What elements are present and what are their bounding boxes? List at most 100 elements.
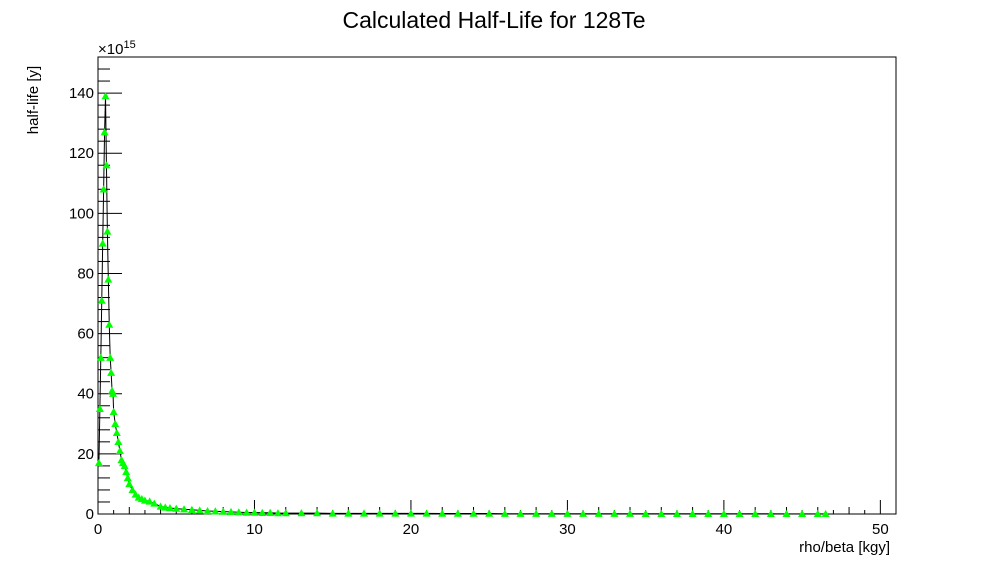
- y-tick-label: 80: [77, 265, 94, 282]
- data-point: [375, 509, 384, 517]
- data-point: [328, 509, 337, 517]
- data-point: [406, 509, 415, 517]
- data-point: [103, 227, 112, 235]
- data-point: [102, 161, 111, 169]
- data-point: [96, 353, 105, 361]
- data-point: [766, 509, 775, 517]
- data-point: [344, 509, 353, 517]
- data-point: [281, 509, 290, 517]
- data-point: [516, 509, 525, 517]
- data-point: [211, 507, 220, 515]
- y-tick-label: 0: [86, 506, 94, 523]
- data-point: [297, 509, 306, 517]
- data-point: [250, 508, 259, 516]
- data-point: [532, 509, 541, 517]
- data-point: [688, 509, 697, 517]
- data-point: [156, 502, 165, 510]
- data-point: [821, 509, 830, 518]
- data-point: [94, 458, 103, 467]
- data-point: [105, 320, 114, 328]
- data-point: [242, 508, 251, 516]
- data-point: [594, 509, 603, 517]
- data-point: [266, 508, 275, 516]
- data-point: [813, 509, 822, 518]
- data-series: [94, 92, 830, 518]
- data-point: [106, 353, 115, 361]
- x-tick-label: 0: [94, 521, 102, 538]
- data-point: [422, 509, 431, 517]
- data-point: [782, 509, 791, 518]
- data-point: [485, 509, 494, 517]
- data-point: [150, 499, 159, 507]
- x-tick-label: 10: [246, 521, 263, 538]
- data-point: [438, 509, 447, 517]
- data-point: [453, 509, 462, 517]
- data-point: [273, 509, 282, 517]
- data-point: [109, 389, 118, 397]
- data-point: [107, 368, 116, 376]
- data-point: [112, 428, 121, 437]
- data-point: [95, 404, 104, 412]
- data-point: [469, 509, 478, 517]
- data-point: [128, 485, 137, 494]
- data-point: [735, 509, 744, 517]
- data-point: [98, 239, 107, 247]
- x-axis-label: rho/beta [kgy]: [799, 539, 890, 556]
- data-point: [122, 467, 131, 476]
- data-point: [500, 509, 509, 517]
- data-point: [115, 446, 124, 455]
- x-tick-label: 30: [559, 521, 576, 538]
- data-point: [145, 497, 154, 505]
- data-point: [111, 419, 120, 428]
- y-axis-label: half-life [y]: [25, 66, 42, 134]
- x-tick-label: 50: [872, 521, 889, 538]
- y-tick-label: 40: [77, 386, 94, 403]
- data-point: [123, 473, 132, 482]
- data-point: [751, 509, 760, 517]
- data-point: [258, 508, 267, 516]
- data-point: [99, 185, 108, 193]
- data-point: [391, 509, 400, 517]
- data-point: [104, 275, 113, 283]
- data-point: [219, 507, 228, 515]
- data-point: [641, 509, 650, 517]
- data-point: [798, 509, 807, 518]
- y-tick-label: 120: [69, 145, 94, 162]
- data-point: [313, 509, 322, 517]
- x-tick-label: 20: [403, 521, 420, 538]
- data-point: [125, 479, 134, 488]
- y-tick-label: 20: [77, 446, 94, 463]
- data-point: [563, 509, 572, 517]
- data-point: [626, 509, 634, 517]
- data-point: [114, 437, 123, 446]
- data-point: [172, 504, 181, 512]
- y-tick-label: 60: [77, 326, 94, 343]
- y-multiplier-label: ×1015: [98, 39, 136, 58]
- y-tick-label: 140: [69, 85, 94, 102]
- data-point: [120, 461, 129, 470]
- x-tick-label: 40: [716, 521, 733, 538]
- data-point: [97, 296, 106, 304]
- data-point: [180, 505, 189, 513]
- data-point: [195, 506, 204, 514]
- data-point: [100, 128, 109, 136]
- data-point: [101, 92, 110, 100]
- data-point: [704, 509, 713, 517]
- data-point: [547, 509, 556, 517]
- data-point: [657, 509, 666, 517]
- data-point: [227, 507, 235, 516]
- tick-labels: 0 10 20 30 40 50 0 20 40 60 80 100 120 140: [69, 85, 889, 538]
- chart-title: Calculated Half-Life for 128Te: [343, 7, 646, 33]
- data-point: [203, 506, 212, 515]
- data-point: [672, 509, 681, 517]
- data-point: [161, 503, 170, 511]
- data-point: [187, 505, 196, 513]
- data-point: [165, 503, 174, 512]
- y-tick-label: 100: [69, 205, 94, 222]
- data-point: [360, 509, 368, 517]
- data-point: [610, 509, 619, 517]
- data-point: [579, 509, 588, 517]
- data-point: [109, 407, 118, 415]
